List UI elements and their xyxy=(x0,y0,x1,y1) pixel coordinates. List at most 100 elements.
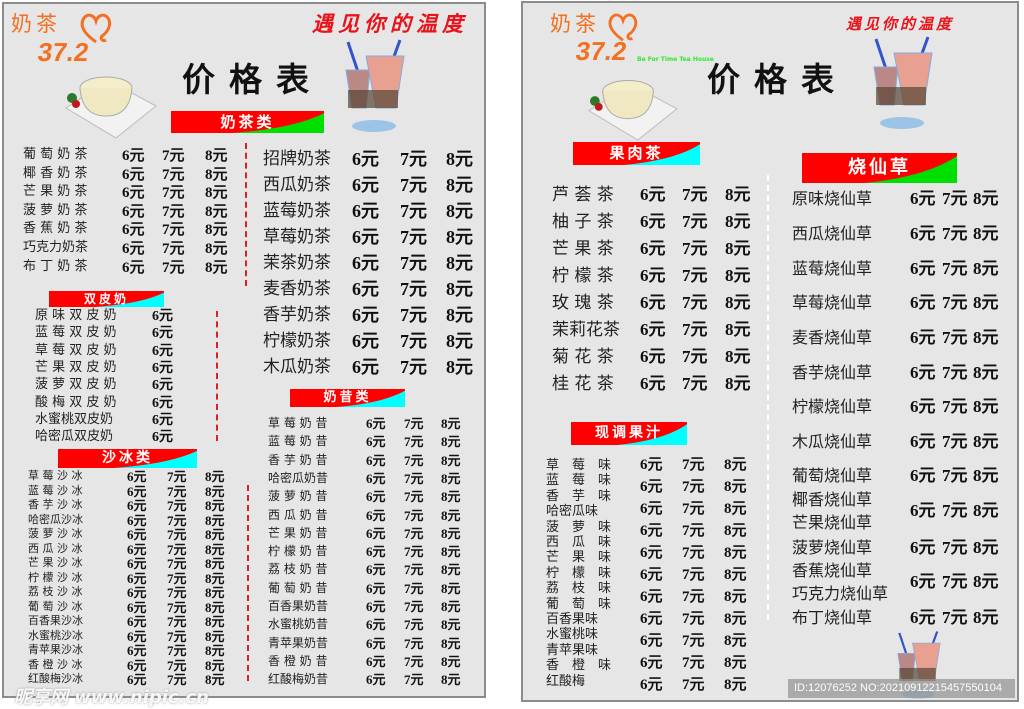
menu-item-name: 哈密瓜沙冰 xyxy=(28,512,83,526)
menu-item-price: 6元 xyxy=(640,677,663,693)
menu-item-price: 6元 xyxy=(352,149,379,169)
menu-item-price: 6元 xyxy=(366,452,386,468)
menu-item-price: 6元 xyxy=(127,628,147,644)
menu-item-name: 荔 枝 奶 昔 xyxy=(268,562,328,577)
menu-item-price: 8元 xyxy=(724,523,747,539)
menu-item-price: 6元 xyxy=(152,360,173,376)
menu-item-price: 6元 xyxy=(640,523,663,539)
menu-item-name: 菠 萝 奶 茶 xyxy=(23,202,88,218)
bubble-tea-image xyxy=(897,631,941,699)
menu-item-price: 7元 xyxy=(167,643,187,658)
menu-item-price: 6元 xyxy=(352,201,379,221)
menu-item-name: 西瓜奶茶 xyxy=(263,175,331,195)
menu-item-price: 7元 xyxy=(167,498,187,513)
menu-item-name: 菠 萝 沙 冰 xyxy=(28,527,83,540)
menu-item-price: 6元 xyxy=(366,434,386,450)
menu-item-price: 6元 xyxy=(640,567,663,583)
menu-item-price: 6元 xyxy=(127,469,147,484)
menu-item-price: 8元 xyxy=(973,466,999,485)
menu-item-price: 7元 xyxy=(167,541,187,557)
menu-item-price: 8元 xyxy=(724,501,747,517)
divider-line xyxy=(245,143,247,286)
menu-item-name: 芒 果 沙 冰 xyxy=(28,556,83,569)
logo-brand-text: 奶茶 xyxy=(11,12,61,36)
menu-item-price: 8元 xyxy=(205,512,225,528)
heart-logo-icon xyxy=(608,13,638,42)
menu-item-price: 7元 xyxy=(162,259,185,276)
menu-item-price: 8元 xyxy=(441,525,461,541)
menu-item-price: 7元 xyxy=(162,185,185,202)
menu-item-price: 6元 xyxy=(910,538,936,557)
section-banner: 双皮奶 xyxy=(49,291,164,307)
menu-item-price: 7元 xyxy=(682,655,705,671)
menu-item-name: 葡 萄 奶 昔 xyxy=(268,580,328,595)
menu-item-name: 茉莉花茶 xyxy=(552,320,620,340)
menu-item-name: 水蜜桃沙冰 xyxy=(28,628,83,642)
menu-item-price: 6元 xyxy=(352,175,379,195)
slogan: 遇见你的温度 xyxy=(312,11,468,36)
menu-item-price: 6元 xyxy=(122,185,145,202)
menu-item-price: 7元 xyxy=(942,224,968,243)
menu-item-name: 酸 梅 双 皮 奶 xyxy=(35,394,117,410)
menu-item-price: 6元 xyxy=(640,545,663,561)
menu-item-price: 6元 xyxy=(352,331,379,351)
menu-item-price: 7元 xyxy=(167,599,187,615)
menu-item-name: 菠萝烧仙草 xyxy=(792,538,873,557)
menu-item-name: 香芋奶茶 xyxy=(263,305,331,325)
menu-item-price: 8元 xyxy=(973,501,999,520)
menu-item-price: 8元 xyxy=(446,331,473,351)
menu-item-price: 7元 xyxy=(162,241,185,257)
menu-item-name: 木瓜烧仙草 xyxy=(792,432,873,451)
menu-item-price: 8元 xyxy=(205,222,228,239)
menu-item-price: 8元 xyxy=(725,374,751,393)
menu-item-price: 6元 xyxy=(366,416,386,431)
menu-item-price: 8元 xyxy=(973,538,999,557)
menu-item-price: 7元 xyxy=(167,657,187,673)
menu-item-name: 西 瓜 沙 冰 xyxy=(28,541,83,555)
menu-item-price: 7元 xyxy=(167,628,187,644)
menu-item-price: 8元 xyxy=(973,572,999,591)
menu-item-price: 8元 xyxy=(973,363,999,382)
menu-item-name: 哈密瓜奶昔 xyxy=(268,470,329,485)
menu-item-price: 7元 xyxy=(682,457,705,473)
menu-item-price: 8元 xyxy=(724,567,747,583)
menu-item-name: 哈密瓜味 xyxy=(546,504,599,520)
menu-item-price: 8元 xyxy=(724,589,747,605)
menu-item-price: 8元 xyxy=(205,498,225,513)
divider-line xyxy=(216,311,218,441)
menu-item-price: 6元 xyxy=(366,672,386,688)
menu-item-price: 7元 xyxy=(404,416,424,431)
menu-item-price: 6元 xyxy=(122,259,145,276)
menu-item-price: 8元 xyxy=(205,203,228,220)
menu-item-name: 蓝 莓 味 xyxy=(546,473,612,489)
section-banner: 现调果汁 xyxy=(571,422,687,445)
menu-item-price: 8元 xyxy=(446,175,473,195)
menu-item-name: 香芋烧仙草 xyxy=(792,363,873,382)
menu-item-price: 6元 xyxy=(127,643,147,658)
menu-item-price: 6元 xyxy=(910,572,936,591)
menu-item-price: 7元 xyxy=(942,466,968,485)
menu-item-price: 6元 xyxy=(127,556,147,571)
menu-item-price: 8元 xyxy=(441,599,461,614)
menu-item-price: 7元 xyxy=(400,227,427,247)
menu-item-price: 7元 xyxy=(682,185,708,204)
menu-item-price: 8元 xyxy=(441,617,461,633)
menu-item-price: 7元 xyxy=(682,293,708,312)
menu-item-name: 原味烧仙草 xyxy=(792,189,873,208)
menu-item-name: 柠 檬 茶 xyxy=(552,266,614,286)
menu-item-price: 7元 xyxy=(167,512,187,528)
menu-item-price: 8元 xyxy=(724,457,747,473)
menu-item-price: 7元 xyxy=(942,538,968,557)
menu-item-price: 6元 xyxy=(366,617,386,633)
menu-item-price: 6元 xyxy=(127,672,147,687)
menu-item-price: 7元 xyxy=(400,149,427,169)
menu-item-name: 原 味 双 皮 奶 xyxy=(35,308,117,323)
menu-item-price: 7元 xyxy=(162,166,185,183)
menu-item-name: 柠 檬 沙 冰 xyxy=(28,570,83,584)
menu-item-price: 8元 xyxy=(973,293,999,312)
menu-item-price: 6元 xyxy=(152,412,173,428)
logo-tagline: Be For Time Tea House xyxy=(637,56,714,63)
menu-item-price: 8元 xyxy=(205,483,225,499)
menu-item-name: 水蜜桃双皮奶 xyxy=(35,411,114,427)
menu-item-price: 7元 xyxy=(400,201,427,221)
